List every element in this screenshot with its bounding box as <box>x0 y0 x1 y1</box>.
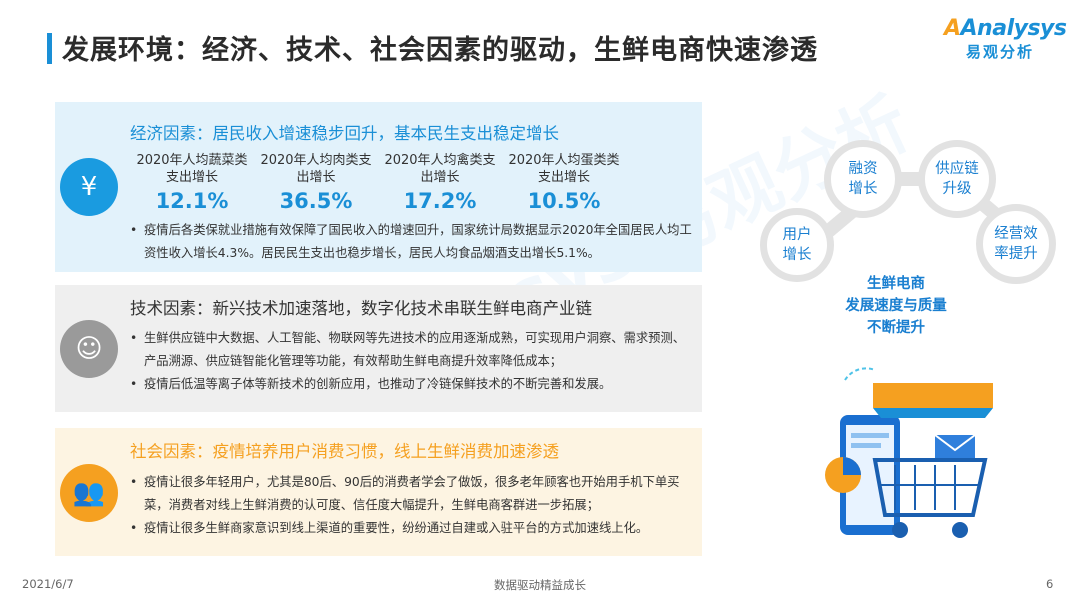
shopping-cart-illustration <box>825 367 993 538</box>
center-line: 发展速度与质量 <box>845 298 947 314</box>
stat-value: 36.5% <box>279 189 353 213</box>
stat-poultry: 2020年人均禽类支出增长 17.2% <box>378 152 502 216</box>
center-line: 不断提升 <box>867 320 925 336</box>
logo-text-en: AAnalysys <box>944 16 1067 41</box>
diagram-center-text: 生鲜电商 发展速度与质量 不断提升 <box>840 273 952 339</box>
bullet: 疫情让很多年轻用户，尤其是80后、90后的消费者学会了做饭，很多老年顾客也开始用… <box>130 471 695 517</box>
bullet: 疫情后低温等离子体等新技术的创新应用，也推动了冷链保鲜技术的不断完善和发展。 <box>130 373 695 396</box>
logo: AAnalysys 易观分析 <box>944 16 1067 72</box>
social-bullets: 疫情让很多年轻用户，尤其是80后、90后的消费者学会了做饭，很多老年顾客也开始用… <box>130 471 695 540</box>
stat-egg: 2020年人均蛋类类支出增长 10.5% <box>502 152 626 216</box>
ai-head-icon: ☺ <box>60 320 118 378</box>
footer-date: 2021/6/7 <box>22 577 74 591</box>
node-user-growth: 用户增长 <box>760 208 834 282</box>
technology-bullets: 生鲜供应链中大数据、人工智能、物联网等先进技术的应用逐渐成熟，可实现用户洞察、需… <box>130 327 695 396</box>
yen-hand-icon: ¥ <box>60 158 118 216</box>
technology-panel: ☺ 技术因素：新兴技术加速落地，数字化技术串联生鲜电商产业链 生鲜供应链中大数据… <box>55 285 702 412</box>
stat-value: 12.1% <box>155 189 229 213</box>
page-title: 发展环境：经济、技术、社会因素的驱动，生鲜电商快速渗透 <box>62 35 818 66</box>
bullet: 疫情后各类保就业措施有效保障了国民收入的增速回升，国家统计局数据显示2020年全… <box>130 219 695 265</box>
stat-meat: 2020年人均肉类支出增长 36.5% <box>254 152 378 216</box>
bullet: 生鲜供应链中大数据、人工智能、物联网等先进技术的应用逐渐成熟，可实现用户洞察、需… <box>130 327 695 373</box>
logo-text-cn: 易观分析 <box>966 43 1035 61</box>
bullet: 疫情让很多生鲜商家意识到线上渠道的重要性，纷纷通过自建或入驻平台的方式加速线上化… <box>130 517 695 540</box>
people-group-icon: 👥 <box>60 464 118 522</box>
social-title: 社会因素：疫情培养用户消费习惯，线上生鲜消费加速渗透 <box>130 442 559 461</box>
node-supply-chain: 供应链升级 <box>918 140 996 218</box>
technology-title: 技术因素：新兴技术加速落地，数字化技术串联生鲜电商产业链 <box>130 299 592 318</box>
awning <box>873 383 993 408</box>
stat-value: 17.2% <box>403 189 477 213</box>
node-financing-growth: 融资增长 <box>824 140 902 218</box>
stat-label: 2020年人均蔬菜类支出增长 <box>136 153 248 185</box>
stat-value: 10.5% <box>527 189 601 213</box>
page-number: 6 <box>1046 577 1054 591</box>
economic-bullets: 疫情后各类保就业措施有效保障了国民收入的增速回升，国家统计局数据显示2020年全… <box>130 219 695 265</box>
social-panel: 👥 社会因素：疫情培养用户消费习惯，线上生鲜消费加速渗透 疫情让很多年轻用户，尤… <box>55 428 702 556</box>
footer-slogan: 数据驱动精益成长 <box>494 578 586 592</box>
economic-title: 经济因素：居民收入增速稳步回升，基本民生支出稳定增长 <box>130 124 559 143</box>
stat-vegetable: 2020年人均蔬菜类支出增长 12.1% <box>130 152 254 216</box>
economic-panel: ¥ 经济因素：居民收入增速稳步回升，基本民生支出稳定增长 2020年人均蔬菜类支… <box>55 102 702 272</box>
cart-basket <box>872 458 988 517</box>
stat-label: 2020年人均肉类支出增长 <box>260 153 372 185</box>
stat-label: 2020年人均禽类支出增长 <box>384 153 496 185</box>
economic-stats: 2020年人均蔬菜类支出增长 12.1% 2020年人均肉类支出增长 36.5% 2… <box>130 152 626 216</box>
title-accent-bar <box>47 33 52 64</box>
center-line: 生鲜电商 <box>867 276 925 292</box>
stat-label: 2020年人均蛋类类支出增长 <box>508 153 620 185</box>
node-efficiency: 经营效率提升 <box>976 204 1056 284</box>
